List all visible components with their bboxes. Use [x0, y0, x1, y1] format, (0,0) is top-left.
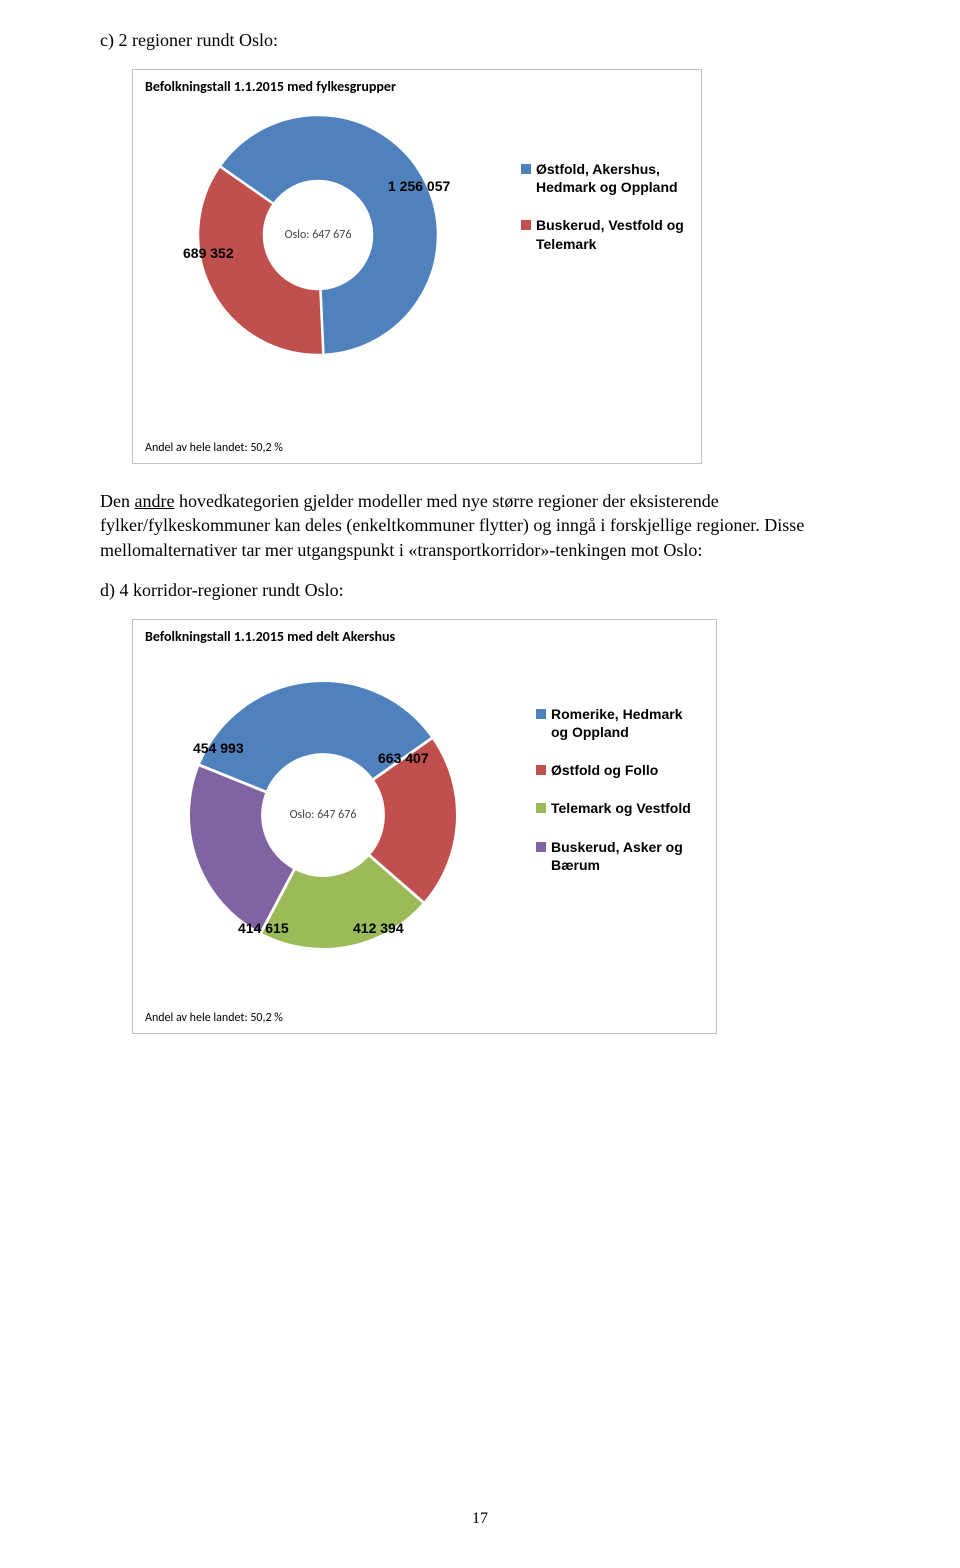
paragraph-prefix: Den	[100, 491, 135, 511]
chart-1-legend: Østfold, Akershus, Hedmark og Oppland Bus…	[521, 160, 686, 273]
slice-value-label: 412 394	[353, 920, 404, 936]
chart-1-donut: Oslo: 647 676 1 256 057689 352	[193, 110, 443, 360]
slice-value-label: 663 407	[378, 750, 429, 766]
legend-item: Romerike, Hedmark og Oppland	[536, 705, 701, 741]
legend-item: Buskerud, Asker og Bærum	[536, 838, 701, 874]
chart-1-title: Befolkningstall 1.1.2015 med fylkesgrupp…	[145, 78, 396, 95]
legend-swatch	[536, 842, 546, 852]
section-c-label: c) 2 regioner rundt Oslo:	[100, 30, 860, 51]
legend-item: Telemark og Vestfold	[536, 799, 701, 817]
legend-text: Romerike, Hedmark og Oppland	[551, 705, 701, 741]
legend-item: Østfold og Follo	[536, 761, 701, 779]
chart-2-title: Befolkningstall 1.1.2015 med delt Akersh…	[145, 628, 395, 645]
body-paragraph: Den andre hovedkategorien gjelder modell…	[100, 489, 860, 562]
legend-text: Buskerud, Asker og Bærum	[551, 838, 701, 874]
slice-value-label: 414 615	[238, 920, 289, 936]
legend-item: Østfold, Akershus, Hedmark og Oppland	[521, 160, 686, 196]
legend-swatch	[521, 164, 531, 174]
paragraph-suffix: hovedkategorien gjelder modeller med nye…	[100, 491, 804, 560]
chart-1-frame: Befolkningstall 1.1.2015 med fylkesgrupp…	[132, 69, 702, 464]
chart-2-footer: Andel av hele landet: 50,2 %	[145, 1011, 283, 1025]
legend-text: Østfold og Follo	[551, 761, 658, 779]
legend-swatch	[536, 803, 546, 813]
chart-2-legend: Romerike, Hedmark og Oppland Østfold og F…	[536, 705, 701, 894]
paragraph-underlined: andre	[135, 491, 175, 511]
chart-2-donut: Oslo: 647 676 663 407 412 394 414 615 454 9…	[183, 675, 463, 955]
slice-value-label: 454 993	[193, 740, 244, 756]
section-d-label: d) 4 korridor-regioner rundt Oslo:	[100, 580, 860, 601]
legend-swatch	[536, 765, 546, 775]
slice-value-label: 1 256 057	[388, 178, 450, 194]
legend-item: Buskerud, Vestfold og Telemark	[521, 216, 686, 252]
chart-2-center-label: Oslo: 647 676	[290, 808, 357, 822]
chart-1-center-label: Oslo: 647 676	[285, 228, 352, 242]
chart-2-frame: Befolkningstall 1.1.2015 med delt Akersh…	[132, 619, 717, 1034]
legend-text: Telemark og Vestfold	[551, 799, 691, 817]
page-number: 17	[472, 1510, 488, 1528]
slice-value-label: 689 352	[183, 245, 234, 261]
chart-1-footer: Andel av hele landet: 50,2 %	[145, 441, 283, 455]
legend-swatch	[536, 709, 546, 719]
legend-swatch	[521, 220, 531, 230]
legend-text: Buskerud, Vestfold og Telemark	[536, 216, 686, 252]
legend-text: Østfold, Akershus, Hedmark og Oppland	[536, 160, 686, 196]
